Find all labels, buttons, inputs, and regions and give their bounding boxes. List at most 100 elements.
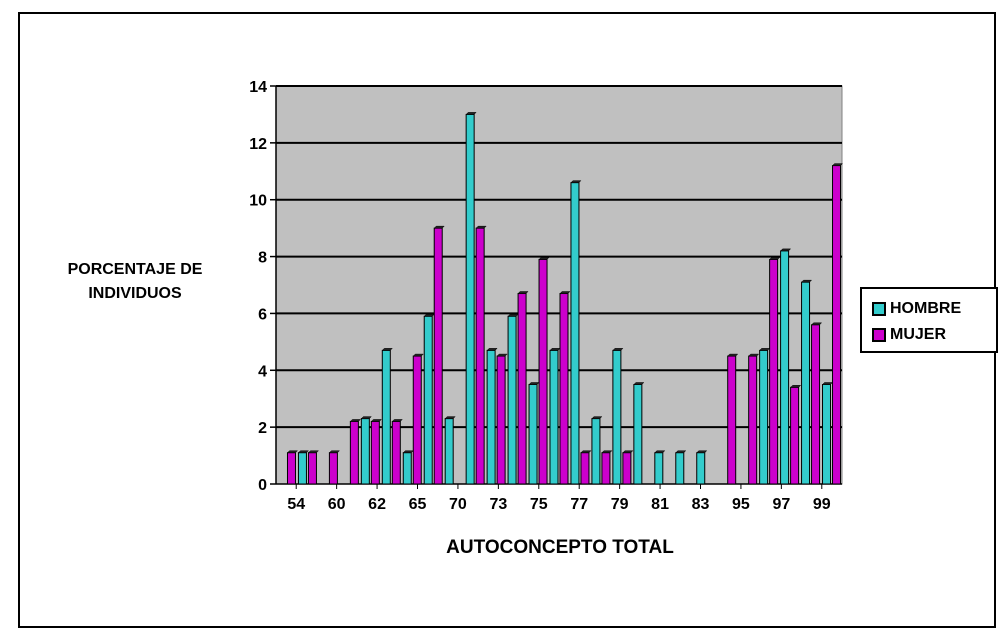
bar-hombre bbox=[297, 452, 307, 485]
bar-cap bbox=[465, 112, 477, 115]
bar-cap bbox=[789, 385, 802, 388]
x-tick-label: 83 bbox=[692, 496, 710, 513]
bar-mujer bbox=[307, 452, 317, 485]
bar-cap bbox=[696, 450, 708, 453]
bar-cap bbox=[622, 450, 634, 453]
bar-mujer bbox=[328, 452, 338, 485]
y-tick-label: 8 bbox=[258, 250, 267, 267]
bar-cap bbox=[360, 416, 372, 419]
x-tick-label: 79 bbox=[611, 496, 629, 513]
bar-hombre bbox=[633, 384, 643, 485]
bar-cap bbox=[496, 353, 508, 357]
x-tick-label: 97 bbox=[772, 496, 790, 513]
bar-cap bbox=[821, 382, 834, 385]
bar-hombre bbox=[591, 418, 601, 485]
bar-cap bbox=[433, 225, 445, 229]
bar-hombre bbox=[570, 182, 580, 485]
bar-mujer bbox=[748, 355, 758, 485]
bar-cap bbox=[517, 291, 529, 294]
bar-hombre bbox=[528, 384, 538, 485]
bar-cap bbox=[748, 353, 760, 357]
bar-mujer bbox=[832, 165, 842, 485]
bar-hombre bbox=[822, 384, 832, 485]
bar-cap bbox=[810, 322, 823, 326]
bar-hombre bbox=[549, 349, 559, 485]
bar-mujer bbox=[475, 227, 485, 485]
bar-mujer bbox=[790, 386, 800, 485]
x-tick-label: 81 bbox=[651, 496, 669, 513]
bar-hombre bbox=[801, 281, 811, 485]
x-tick-label: 62 bbox=[368, 496, 386, 513]
bar-mujer bbox=[622, 452, 632, 485]
y-tick-label: 10 bbox=[249, 193, 267, 210]
y-axis-label: PORCENTAJE DE INDIVIDUOS bbox=[30, 258, 240, 306]
legend-label-mujer: MUJER bbox=[890, 326, 947, 343]
bar-hombre bbox=[507, 315, 517, 485]
bar-hombre bbox=[402, 452, 412, 485]
x-tick-label: 95 bbox=[732, 496, 750, 513]
x-tick-label: 70 bbox=[449, 496, 467, 513]
bar-cap bbox=[381, 348, 393, 351]
x-tick-label: 54 bbox=[287, 496, 305, 513]
bar-hombre bbox=[759, 349, 769, 485]
bar-cap bbox=[402, 450, 414, 453]
x-tick-label: 60 bbox=[328, 496, 346, 513]
bar-cap bbox=[286, 450, 299, 453]
bar-mujer bbox=[517, 293, 527, 485]
x-tick-label: 65 bbox=[409, 496, 427, 513]
bar-hombre bbox=[696, 452, 706, 485]
y-tick-label: 6 bbox=[258, 306, 267, 323]
y-tick-label: 4 bbox=[258, 363, 267, 380]
bar-cap bbox=[297, 450, 310, 453]
bar-cap bbox=[370, 419, 382, 422]
bar-mujer bbox=[433, 227, 443, 485]
bar-hombre bbox=[360, 418, 370, 485]
bar-cap bbox=[507, 314, 519, 317]
bar-hombre bbox=[444, 418, 454, 485]
bar-cap bbox=[423, 314, 435, 317]
bar-cap bbox=[570, 180, 582, 183]
x-tick-label: 77 bbox=[570, 496, 588, 513]
bar-mujer bbox=[412, 355, 422, 485]
bar-cap bbox=[675, 450, 687, 453]
bar-cap bbox=[328, 450, 341, 453]
bar-cap bbox=[601, 450, 613, 453]
legend: HOMBRE MUJER bbox=[860, 287, 998, 353]
bar-cap bbox=[559, 291, 571, 294]
y-tick-label: 12 bbox=[249, 136, 267, 153]
bar-hombre bbox=[780, 250, 790, 485]
bar-hombre bbox=[486, 349, 496, 485]
bar-hombre bbox=[465, 113, 475, 485]
bar-mujer bbox=[370, 420, 380, 485]
bar-cap bbox=[349, 419, 361, 422]
bar-hombre bbox=[654, 452, 664, 485]
bar-cap bbox=[831, 163, 844, 166]
y-tick-label: 2 bbox=[258, 420, 267, 437]
bar-cap bbox=[800, 279, 813, 283]
bar-cap bbox=[654, 450, 666, 453]
bar-hombre bbox=[612, 349, 622, 485]
x-tick-label: 75 bbox=[530, 496, 548, 513]
bar-mujer bbox=[349, 420, 359, 485]
bar-mujer bbox=[538, 258, 548, 485]
bar-mujer bbox=[391, 420, 401, 485]
legend-item-mujer: MUJER bbox=[872, 325, 946, 345]
bar-cap bbox=[412, 353, 424, 357]
x-tick-label: 73 bbox=[489, 496, 507, 513]
bar-cap bbox=[486, 348, 498, 351]
bar-mujer bbox=[601, 452, 611, 485]
bar-cap bbox=[444, 416, 456, 419]
bar-cap bbox=[549, 348, 561, 351]
bar-cap bbox=[769, 257, 781, 260]
bar-mujer bbox=[559, 293, 569, 485]
bar-hombre bbox=[675, 452, 685, 485]
bar-mujer bbox=[727, 355, 737, 485]
legend-item-hombre: HOMBRE bbox=[872, 299, 961, 319]
y-axis-label-line-1: PORCENTAJE DE bbox=[67, 261, 203, 278]
bar-mujer bbox=[580, 452, 590, 485]
legend-swatch-mujer bbox=[872, 328, 886, 342]
bar-cap bbox=[307, 450, 320, 453]
bar-cap bbox=[727, 353, 739, 357]
x-axis-label: AUTOCONCEPTO TOTAL bbox=[446, 537, 674, 558]
